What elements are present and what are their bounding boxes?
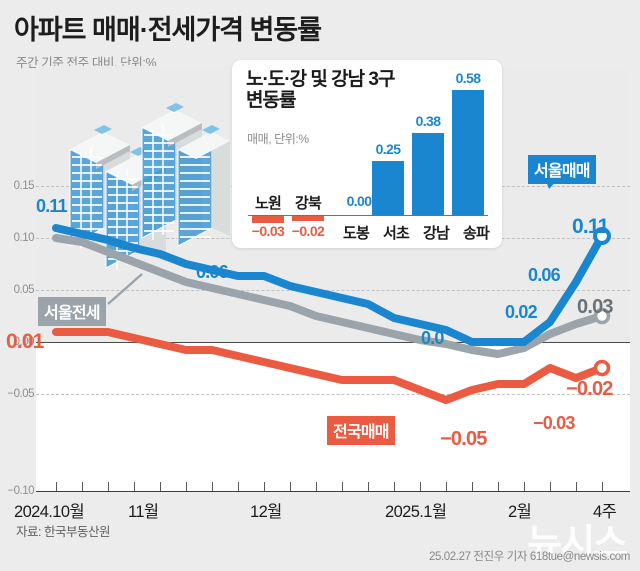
- inset-bar-category-dobong: 도봉: [342, 225, 370, 242]
- inset-bar-value-dobong: 0.00: [346, 193, 372, 209]
- x-axis-label-3: 2025.1월: [385, 503, 447, 521]
- inset-bar-nowon: [252, 216, 284, 223]
- value-label-seoul-sale-002: 0.02: [505, 302, 538, 322]
- x-axis-label-4: 2월: [508, 503, 532, 521]
- newsis-watermark: 뉴시스: [527, 523, 628, 565]
- y-axis-label-1: 0.10: [13, 232, 35, 244]
- series-tag-seoul-sale-pointer: [545, 178, 559, 189]
- x-tick-8: [264, 482, 265, 491]
- y-axis-label-3: 0.00: [13, 336, 35, 348]
- x-tick-18: [524, 482, 525, 491]
- page-title: 아파트 매매·전세가격 변동률: [14, 15, 322, 45]
- gridline-neg-0-05: [36, 394, 630, 395]
- series-line-national-sale: [52, 328, 606, 404]
- value-label-national-sale-start: 0.01: [6, 330, 44, 353]
- series-tag-seoul-sale: 서울매매: [528, 155, 596, 184]
- gridline-0-05: [36, 290, 630, 291]
- zero-baseline: [36, 342, 630, 343]
- value-label-seoul-sale-end: 0.11: [572, 215, 609, 238]
- inset-title-line-2: 변동률: [246, 90, 296, 112]
- value-label-seoul-sale-start: 0.11: [36, 196, 68, 216]
- x-tick-17: [498, 482, 499, 491]
- x-tick-0: [56, 482, 57, 491]
- x-tick-13: [394, 482, 395, 491]
- x-tick-16: [472, 482, 473, 491]
- inset-bar-value-seocho: 0.25: [375, 141, 401, 157]
- inset-bar-category-gangbuk: 강북: [294, 195, 322, 212]
- inset-bar-songpa: [452, 90, 484, 215]
- source-note: 자료: 한국부동산원: [16, 525, 110, 539]
- series-tag-national-sale: 전국매매: [327, 416, 395, 445]
- series-tag-seoul-jeonse-pointer: [107, 273, 143, 305]
- inset-bar-category-seocho: 서초: [382, 225, 410, 242]
- apartment-buildings-illustration: [69, 103, 230, 270]
- x-tick-2: [108, 482, 109, 491]
- inset-bar-value-nowon: −0.03: [251, 223, 285, 239]
- x-tick-3: [134, 482, 135, 491]
- x-tick-15: [446, 482, 447, 491]
- series-line-seoul-jeonse: [52, 234, 606, 358]
- series-endpoint-seoul-sale: [593, 227, 611, 245]
- x-tick-4: [160, 482, 161, 491]
- value-label-seoul-sale-mid: 0.06: [196, 262, 229, 282]
- value-label-national-sale-min: −0.05: [440, 428, 487, 450]
- value-label-national-sale-003: −0.03: [533, 413, 575, 433]
- x-tick-9: [290, 482, 291, 491]
- inset-bar-category-nowon: 노원: [254, 195, 282, 212]
- inset-bar-value-songpa: 0.58: [455, 70, 481, 86]
- x-axis-label-5: 4주: [593, 503, 617, 521]
- y-axis-label-4: −0.05: [7, 388, 34, 400]
- x-tick-14: [420, 482, 421, 491]
- x-axis-label-1: 11월: [128, 503, 159, 521]
- x-axis-label-2: 12월: [250, 503, 282, 521]
- inset-subtitle: 매매, 단위:%: [247, 132, 309, 146]
- x-tick-19: [550, 482, 551, 491]
- value-label-seoul-sale-zero: 0.0: [421, 328, 444, 348]
- series-endpoint-national-sale: [593, 359, 611, 377]
- x-tick-5: [186, 482, 187, 491]
- value-label-seoul-jeonse-end: 0.03: [577, 296, 614, 318]
- x-tick-20: [576, 482, 577, 491]
- series-endpoint-seoul-jeonse: [593, 307, 611, 325]
- x-tick-7: [238, 482, 239, 491]
- inset-bar-gangnam: [412, 133, 444, 215]
- inset-title-line-1: 노·도·강 및 강남 3구: [246, 69, 395, 90]
- inset-bar-category-gangnam: 강남: [422, 225, 450, 242]
- x-axis-label-0: 2024.10월: [14, 503, 85, 521]
- line-series-group: [52, 224, 611, 404]
- inset-bar-seocho: [372, 161, 404, 215]
- x-tick-21: [602, 482, 603, 491]
- x-axis-line: [36, 491, 630, 492]
- credit-line: 25.02.27 전진우 기자 618tue@newsis.com: [429, 551, 630, 563]
- y-axis-label-2: 0.05: [13, 284, 35, 296]
- inset-bar-gangbuk: [292, 216, 324, 221]
- value-label-national-sale-end: −0.02: [566, 378, 613, 400]
- inset-bar-value-gangbuk: −0.02: [291, 223, 325, 239]
- x-tick-12: [368, 482, 369, 491]
- inset-zero-baseline: [248, 215, 488, 216]
- x-tick-10: [316, 482, 317, 491]
- x-tick-11: [342, 482, 343, 491]
- inset-bar-category-songpa: 송파: [462, 225, 490, 242]
- series-line-seoul-sale: [52, 224, 606, 346]
- inset-bar-value-gangnam: 0.38: [415, 113, 441, 129]
- y-axis-label-5: −0.10: [7, 485, 34, 497]
- inset-title: 노·도·강 및 강남 3구 변동률: [246, 69, 426, 112]
- x-tick-1: [82, 482, 83, 491]
- y-axis-label-0: 0.15: [13, 180, 35, 192]
- value-label-seoul-sale-006: 0.06: [528, 265, 561, 285]
- series-tag-seoul-jeonse: 서울전세: [38, 297, 106, 326]
- x-tick-6: [212, 482, 213, 491]
- inset-panel: 노·도·강 및 강남 3구 변동률 매매, 단위:% −0.03 −0.02 0…: [232, 60, 502, 248]
